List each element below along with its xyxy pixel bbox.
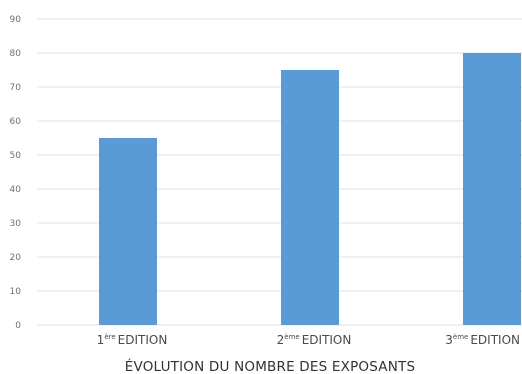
y-tick-label-30: 30 xyxy=(10,219,22,229)
x-tick-label-1: 1ère EDITION xyxy=(97,333,168,347)
y-tick-label-0: 0 xyxy=(15,321,21,331)
bars xyxy=(99,53,521,325)
y-tick-label-60: 60 xyxy=(10,117,22,127)
y-tick-label-70: 70 xyxy=(10,83,22,93)
bar-1 xyxy=(99,138,157,325)
x-tick-label-3: 3ème EDITION xyxy=(445,333,520,347)
y-tick-label-90: 90 xyxy=(10,15,22,25)
y-axis-ticks: 0 10 20 30 40 50 60 70 80 90 xyxy=(10,15,22,331)
x-axis-labels: 1ère EDITION 2ème EDITION 3ème EDITION xyxy=(97,333,520,347)
y-tick-label-80: 80 xyxy=(10,49,22,59)
y-tick-label-10: 10 xyxy=(10,287,22,297)
y-tick-label-40: 40 xyxy=(10,185,22,195)
x-tick-label-2: 2ème EDITION xyxy=(277,333,352,347)
bar-3 xyxy=(463,53,521,325)
chart-title: ÉVOLUTION DU NOMBRE DES EXPOSANTS xyxy=(125,358,415,374)
y-tick-label-50: 50 xyxy=(10,151,22,161)
y-tick-label-20: 20 xyxy=(10,253,22,263)
bar-2 xyxy=(281,70,339,325)
